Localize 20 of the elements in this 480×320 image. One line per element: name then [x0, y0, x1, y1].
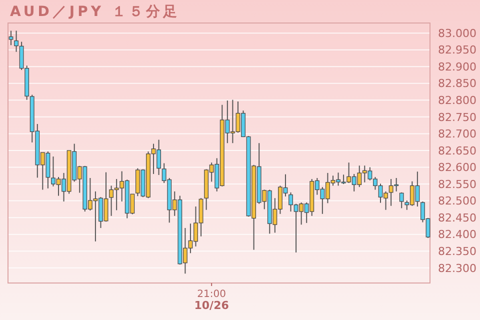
y-tick-label: 82.700 — [438, 128, 476, 141]
y-tick-label: 82.400 — [438, 228, 476, 242]
y-tick-label: 82.450 — [438, 211, 476, 224]
x-tick-label: 21:00 10/26 — [194, 289, 230, 312]
y-tick-label: 82.950 — [438, 44, 476, 57]
y-tick-label: 82.300 — [438, 262, 476, 275]
y-tick-label: 82.800 — [438, 94, 476, 108]
y-tick-label: 83.000 — [438, 26, 476, 40]
y-tick-label: 82.500 — [438, 194, 476, 208]
y-tick-label: 82.850 — [438, 77, 476, 90]
y-tick-label: 82.550 — [438, 178, 476, 191]
y-tick-label: 82.900 — [438, 60, 476, 74]
chart-title: AUD／JPY １５分足 — [10, 4, 180, 20]
candlestick — [14, 30, 18, 52]
candlestick — [8, 30, 14, 46]
y-tick-label: 82.750 — [438, 110, 476, 124]
y-tick-label: 82.650 — [438, 144, 476, 158]
y-tick-label: 82.600 — [438, 161, 476, 174]
candlestick — [399, 192, 404, 209]
y-tick-label: 82.350 — [438, 244, 476, 258]
